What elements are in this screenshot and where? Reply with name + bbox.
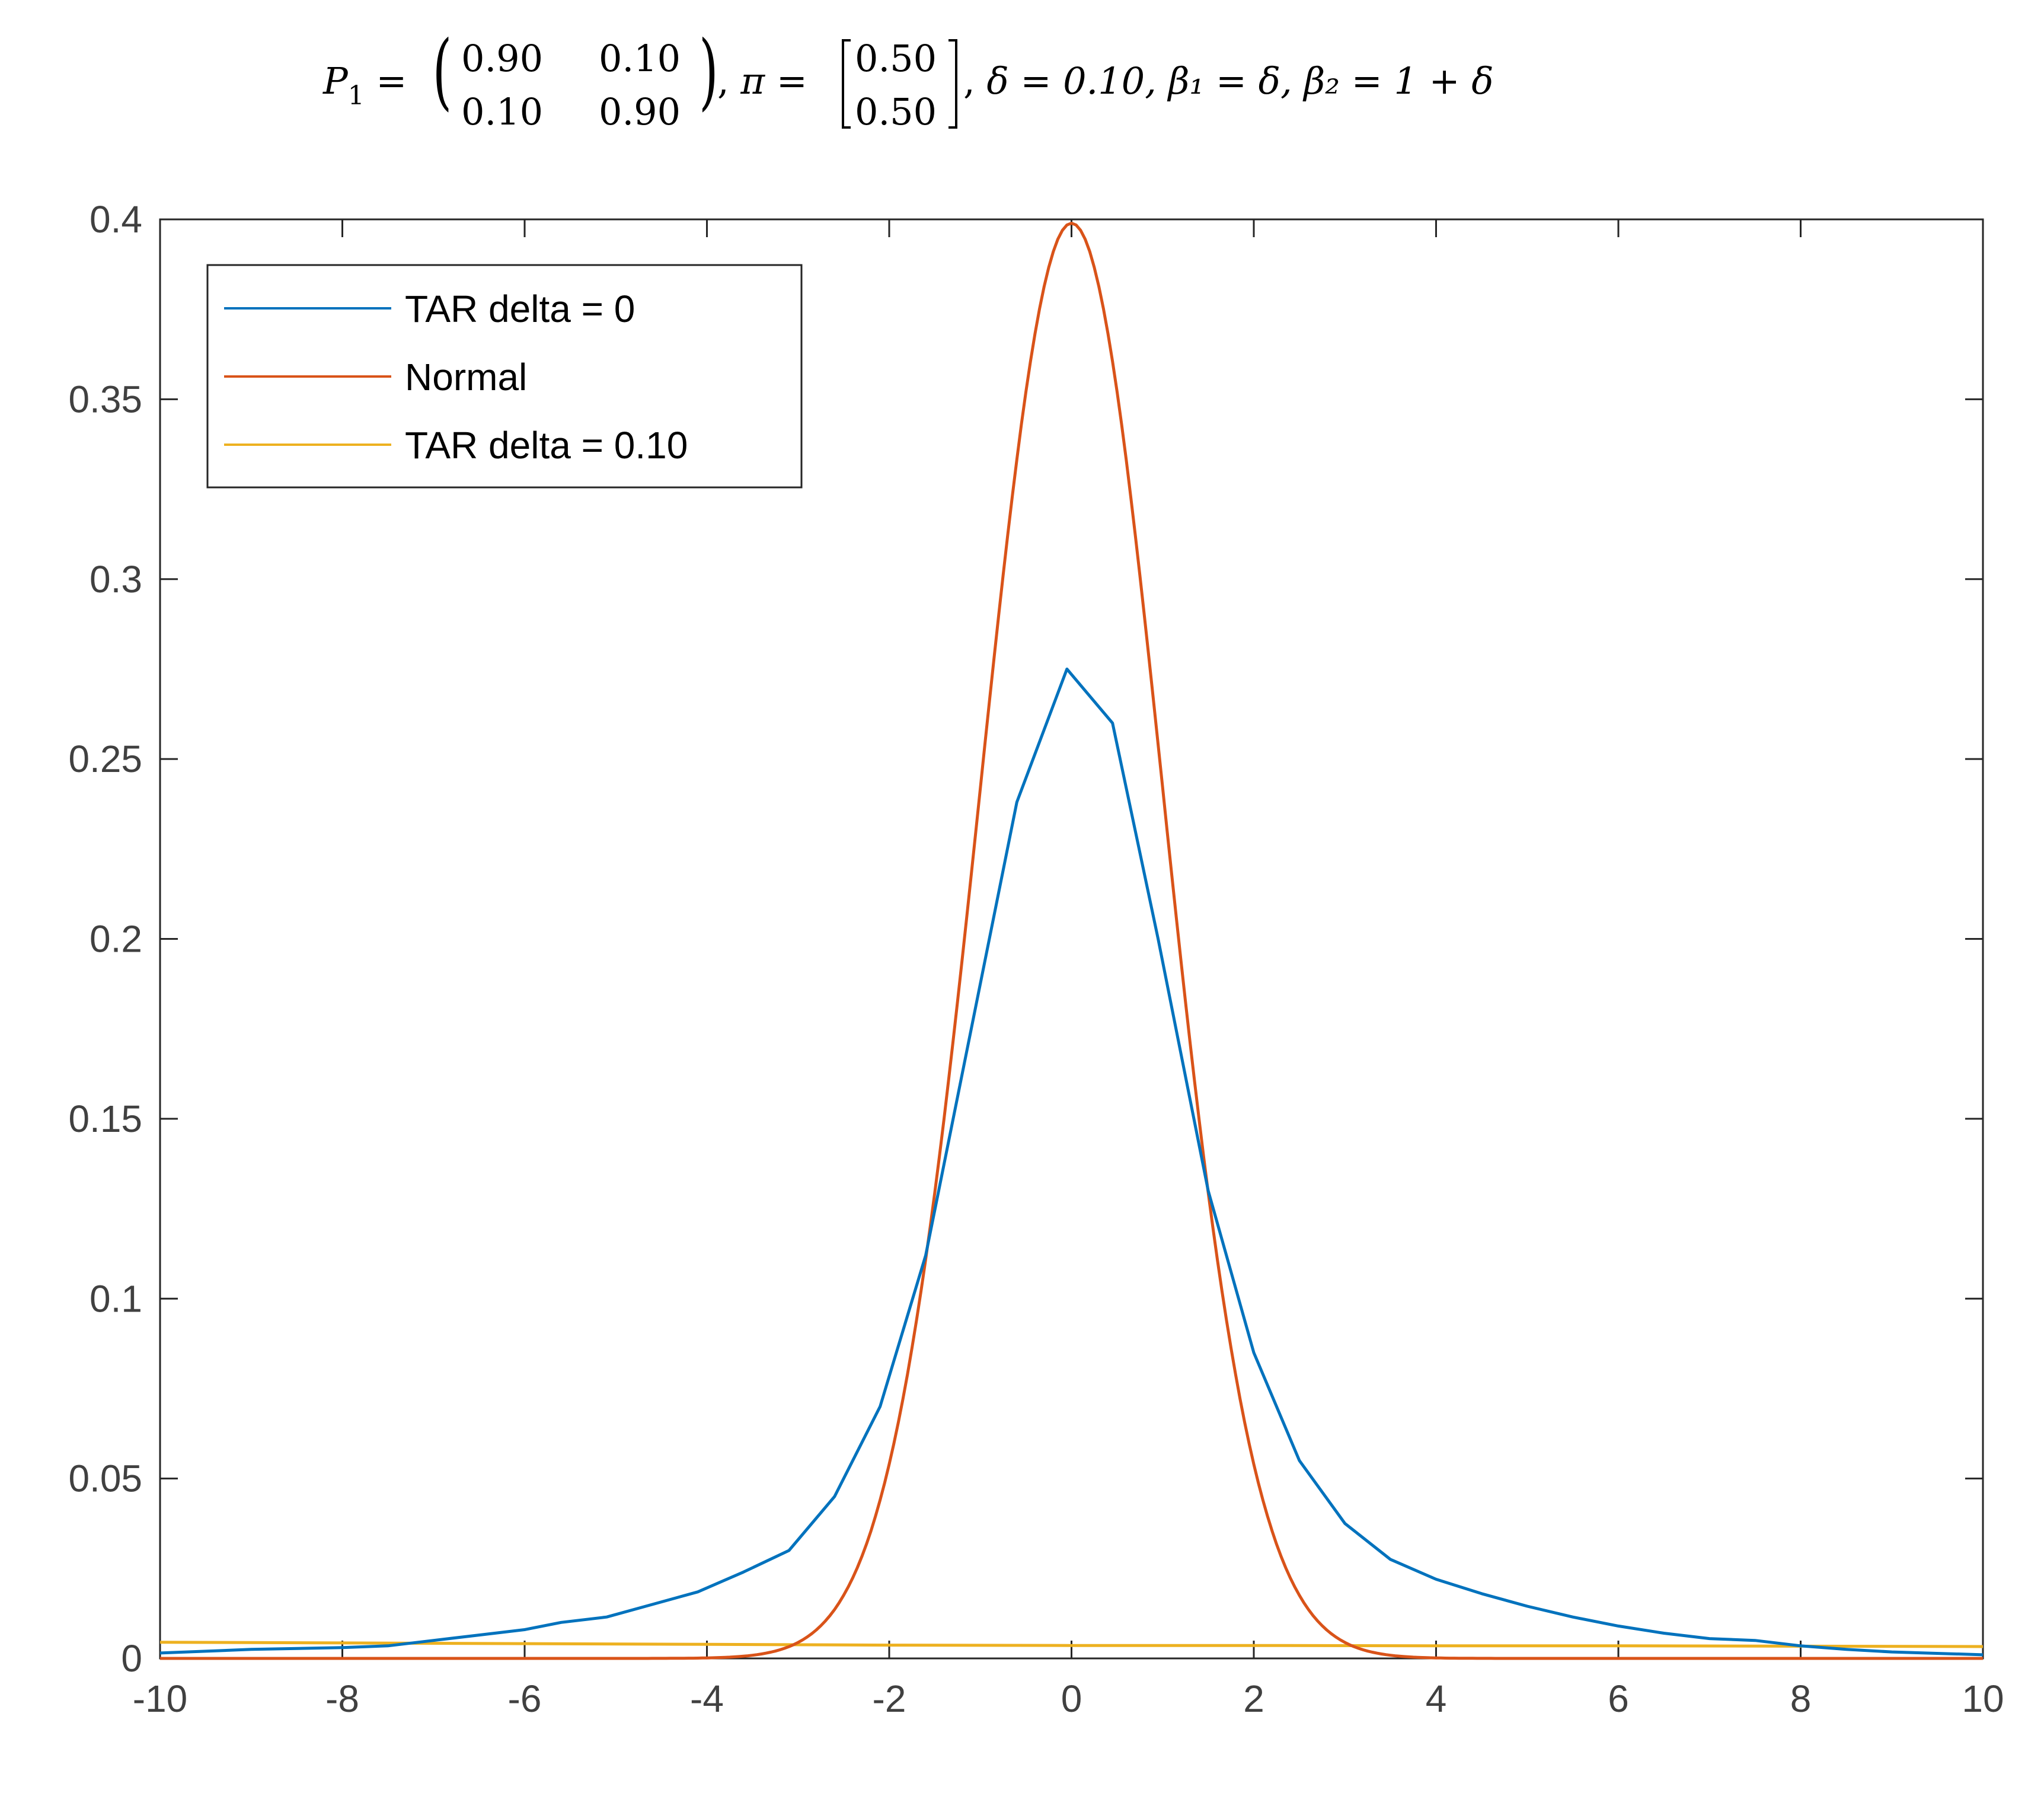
x-tick-label: 10 xyxy=(1962,1677,2004,1720)
x-tick-label: -4 xyxy=(690,1677,724,1720)
legend: TAR delta = 0 Normal TAR delta = 0.10 xyxy=(206,264,803,489)
title-pi-symbol: π xyxy=(740,59,765,103)
x-tick-label: -10 xyxy=(133,1677,188,1720)
title-matrix-r1c2: 0.10 xyxy=(599,37,681,80)
x-tick-label: 4 xyxy=(1426,1677,1447,1720)
y-tick-label: 0.25 xyxy=(68,738,142,780)
x-tick-label: 6 xyxy=(1608,1677,1629,1720)
title-p-symbol: P xyxy=(322,59,349,103)
x-tick-label: -2 xyxy=(873,1677,906,1720)
x-axis: -10 -8 -6 -4 -2 0 2 4 6 8 10 xyxy=(133,219,2004,1720)
x-tick-label: -6 xyxy=(508,1677,542,1720)
y-tick-label: 0.35 xyxy=(68,378,142,420)
title-pi-r1: 0.50 xyxy=(855,37,937,80)
svg-text:P1 =: P1 = xyxy=(322,59,407,111)
title-bracket-right xyxy=(948,39,957,129)
svg-text:, δ = 0.10, β₁ = δ, β₂ = 1 + δ: , δ = 0.10, β₁ = δ, β₂ = 1 + δ xyxy=(963,59,1494,103)
x-tick-label: 2 xyxy=(1243,1677,1264,1720)
series-layer xyxy=(159,221,1984,1660)
series-normal xyxy=(160,221,1983,1660)
title-matrix-r1c1: 0.90 xyxy=(461,37,543,80)
x-tick-label: 0 xyxy=(1061,1677,1082,1720)
title-tail: δ = 0.10, β₁ = δ, β₂ = 1 + δ xyxy=(986,59,1493,103)
title-bracket-left xyxy=(842,39,851,129)
title-matrix-r2c2: 0.90 xyxy=(599,90,681,133)
y-tick-label: 0.4 xyxy=(90,198,142,241)
y-tick-label: 0.2 xyxy=(90,918,142,961)
y-tick-label: 0 xyxy=(121,1637,142,1680)
legend-label-normal: Normal xyxy=(405,356,527,398)
series-tar-delta-010 xyxy=(159,1641,1984,1648)
title-p-sub: 1 xyxy=(348,81,365,111)
svg-text:, π =: , π = xyxy=(717,59,807,103)
series-tar-delta-0 xyxy=(159,667,1984,1657)
x-tick-label: 8 xyxy=(1790,1677,1812,1720)
svg-text:): ) xyxy=(699,23,718,119)
x-tick-label: -8 xyxy=(325,1677,359,1720)
svg-text:(: ( xyxy=(433,23,452,119)
y-tick-label: 0.15 xyxy=(68,1098,142,1140)
y-tick-label: 0.3 xyxy=(90,558,142,601)
y-axis: 0 0.05 0.1 0.15 0.2 0.25 0.3 0.35 0.4 xyxy=(68,198,1983,1680)
legend-label-tar-delta-0: TAR delta = 0 xyxy=(405,288,635,330)
y-tick-label: 0.05 xyxy=(68,1457,142,1500)
y-tick-label: 0.1 xyxy=(90,1277,142,1320)
title-matrix-r2c1: 0.10 xyxy=(461,90,543,133)
title-pi-r2: 0.50 xyxy=(855,90,937,133)
chart-title: P1 = ( 0.90 0.10 0.10 0.90 ) , π = 0.50 … xyxy=(322,23,1494,133)
legend-label-tar-delta-010: TAR delta = 0.10 xyxy=(405,424,688,467)
